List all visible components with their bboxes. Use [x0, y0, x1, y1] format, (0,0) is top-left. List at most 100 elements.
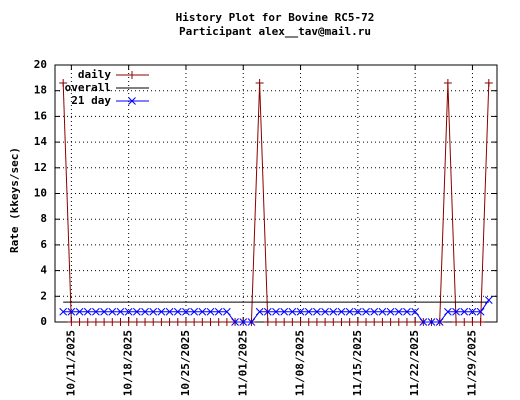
marker	[116, 307, 125, 316]
x-tick-label: 11/08/2025	[294, 330, 307, 396]
marker	[149, 318, 158, 326]
marker	[411, 307, 420, 316]
x-tick-label: 11/01/2025	[236, 330, 249, 396]
marker	[116, 318, 125, 326]
marker	[83, 307, 92, 316]
marker	[353, 307, 362, 316]
marker	[132, 307, 141, 316]
marker	[255, 307, 264, 316]
y-tick-label: 18	[34, 84, 47, 97]
marker	[337, 318, 346, 326]
marker	[91, 318, 100, 326]
marker	[296, 307, 305, 316]
y-tick-label: 2	[40, 289, 47, 302]
marker	[182, 307, 190, 316]
marker	[321, 307, 329, 316]
marker	[329, 318, 338, 326]
marker	[304, 318, 313, 326]
marker	[165, 318, 174, 326]
marker	[386, 307, 395, 316]
marker	[157, 318, 166, 326]
marker	[141, 318, 150, 326]
y-tick-label: 16	[34, 109, 48, 122]
marker	[345, 318, 354, 326]
marker	[313, 307, 321, 316]
marker	[108, 318, 117, 326]
marker	[444, 307, 452, 316]
marker	[296, 318, 305, 326]
marker	[100, 307, 108, 316]
marker	[312, 318, 321, 326]
marker	[59, 78, 68, 87]
x-tick-label: 10/25/2025	[179, 330, 192, 396]
legend-label: 21 day	[71, 94, 111, 107]
marker	[476, 307, 485, 316]
marker	[247, 318, 256, 326]
marker	[263, 318, 272, 326]
marker	[280, 318, 289, 326]
marker	[198, 307, 207, 316]
marker	[67, 307, 76, 316]
legend-label: overall	[65, 81, 111, 94]
marker	[92, 307, 100, 316]
marker	[222, 318, 231, 326]
marker	[206, 318, 215, 326]
marker	[231, 318, 239, 326]
marker	[75, 318, 84, 326]
marker	[214, 318, 223, 326]
y-tick-label: 12	[34, 161, 47, 174]
marker	[484, 78, 493, 87]
marker	[452, 318, 461, 326]
marker	[181, 318, 190, 326]
marker	[132, 318, 141, 326]
marker	[149, 307, 158, 316]
marker	[128, 71, 136, 79]
marker	[370, 307, 379, 316]
marker	[165, 307, 174, 316]
marker	[460, 318, 469, 326]
marker	[206, 307, 215, 316]
marker	[452, 307, 460, 316]
marker	[427, 318, 436, 326]
marker	[484, 296, 493, 305]
marker	[378, 318, 387, 326]
marker	[223, 307, 231, 316]
x-tick-label: 11/22/2025	[408, 330, 421, 396]
y-axis-label: Rate (kkeys/sec)	[8, 147, 21, 253]
x-tick-label: 11/29/2025	[465, 330, 478, 396]
marker	[460, 307, 469, 316]
marker	[124, 318, 133, 326]
marker	[468, 307, 477, 316]
marker	[329, 307, 338, 316]
marker	[157, 307, 166, 316]
marker	[337, 307, 346, 316]
marker	[75, 307, 84, 316]
marker	[288, 318, 297, 326]
marker	[304, 307, 313, 316]
marker	[394, 318, 403, 326]
y-tick-label: 8	[40, 212, 47, 225]
x-tick-label: 11/15/2025	[351, 330, 364, 396]
legend-label: daily	[78, 68, 111, 81]
marker	[59, 307, 68, 316]
marker	[214, 307, 223, 316]
marker	[476, 318, 485, 326]
marker	[353, 318, 362, 326]
marker	[386, 318, 395, 326]
marker	[403, 307, 411, 316]
y-tick-label: 0	[40, 315, 47, 328]
marker	[443, 78, 452, 87]
marker	[255, 78, 264, 87]
marker	[394, 307, 403, 316]
y-tick-label: 14	[34, 135, 48, 148]
marker	[239, 318, 248, 326]
marker	[419, 318, 428, 326]
marker	[173, 307, 182, 316]
chart-subtitle: Participant alex__tav@mail.ru	[179, 25, 371, 38]
marker	[124, 307, 133, 316]
y-tick-label: 10	[34, 187, 47, 200]
series-line	[62, 82, 490, 323]
marker	[173, 318, 182, 326]
marker	[198, 318, 207, 326]
marker	[411, 318, 420, 326]
